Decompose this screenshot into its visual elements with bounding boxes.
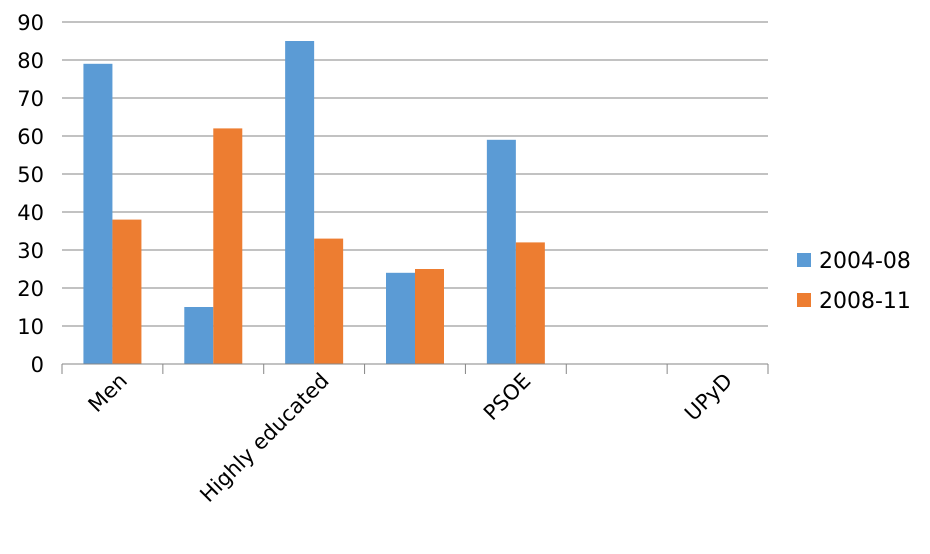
y-tick-label: 90 (17, 11, 44, 35)
y-tick-label: 0 (31, 353, 44, 377)
bar-2008-11-2 (314, 238, 344, 364)
bar-2004-08-1 (184, 307, 214, 364)
bar-2008-11-4 (515, 242, 545, 364)
legend: 2004-08 2008-11 (797, 249, 911, 314)
bar-2004-08-3 (386, 272, 415, 364)
bars (83, 41, 545, 365)
x-category-label: UPyD (680, 369, 737, 426)
y-tick-label: 30 (17, 239, 44, 263)
x-category-label: Men (84, 369, 132, 417)
bar-2004-08-4 (486, 139, 516, 364)
legend-swatch (797, 253, 811, 267)
bar-2008-11-3 (415, 269, 444, 364)
y-tick-label: 70 (17, 87, 44, 111)
y-tick-label: 80 (17, 49, 44, 73)
x-category-label: PSOE (479, 369, 535, 425)
y-tick-label: 50 (17, 163, 44, 187)
legend-swatch (797, 293, 811, 307)
x-axis (61, 363, 769, 374)
y-tick-label: 60 (17, 125, 44, 149)
y-axis-tick-labels: 0 10 20 30 40 50 60 70 80 90 (17, 11, 44, 377)
x-axis-category-labels: Men Highly educated PSOE UPyD (84, 369, 737, 507)
legend-label: 2004-08 (819, 249, 911, 274)
y-tick-label: 20 (17, 277, 44, 301)
bar-2008-11-0 (112, 219, 142, 364)
gridlines (62, 21, 768, 327)
bar-2008-11-1 (213, 128, 243, 364)
bar-2004-08-2 (285, 41, 315, 364)
x-category-label: Highly educated (195, 369, 333, 507)
bar-2004-08-0 (83, 63, 113, 365)
y-tick-label: 10 (17, 315, 44, 339)
legend-label: 2008-11 (819, 289, 911, 314)
y-tick-label: 40 (17, 201, 44, 225)
